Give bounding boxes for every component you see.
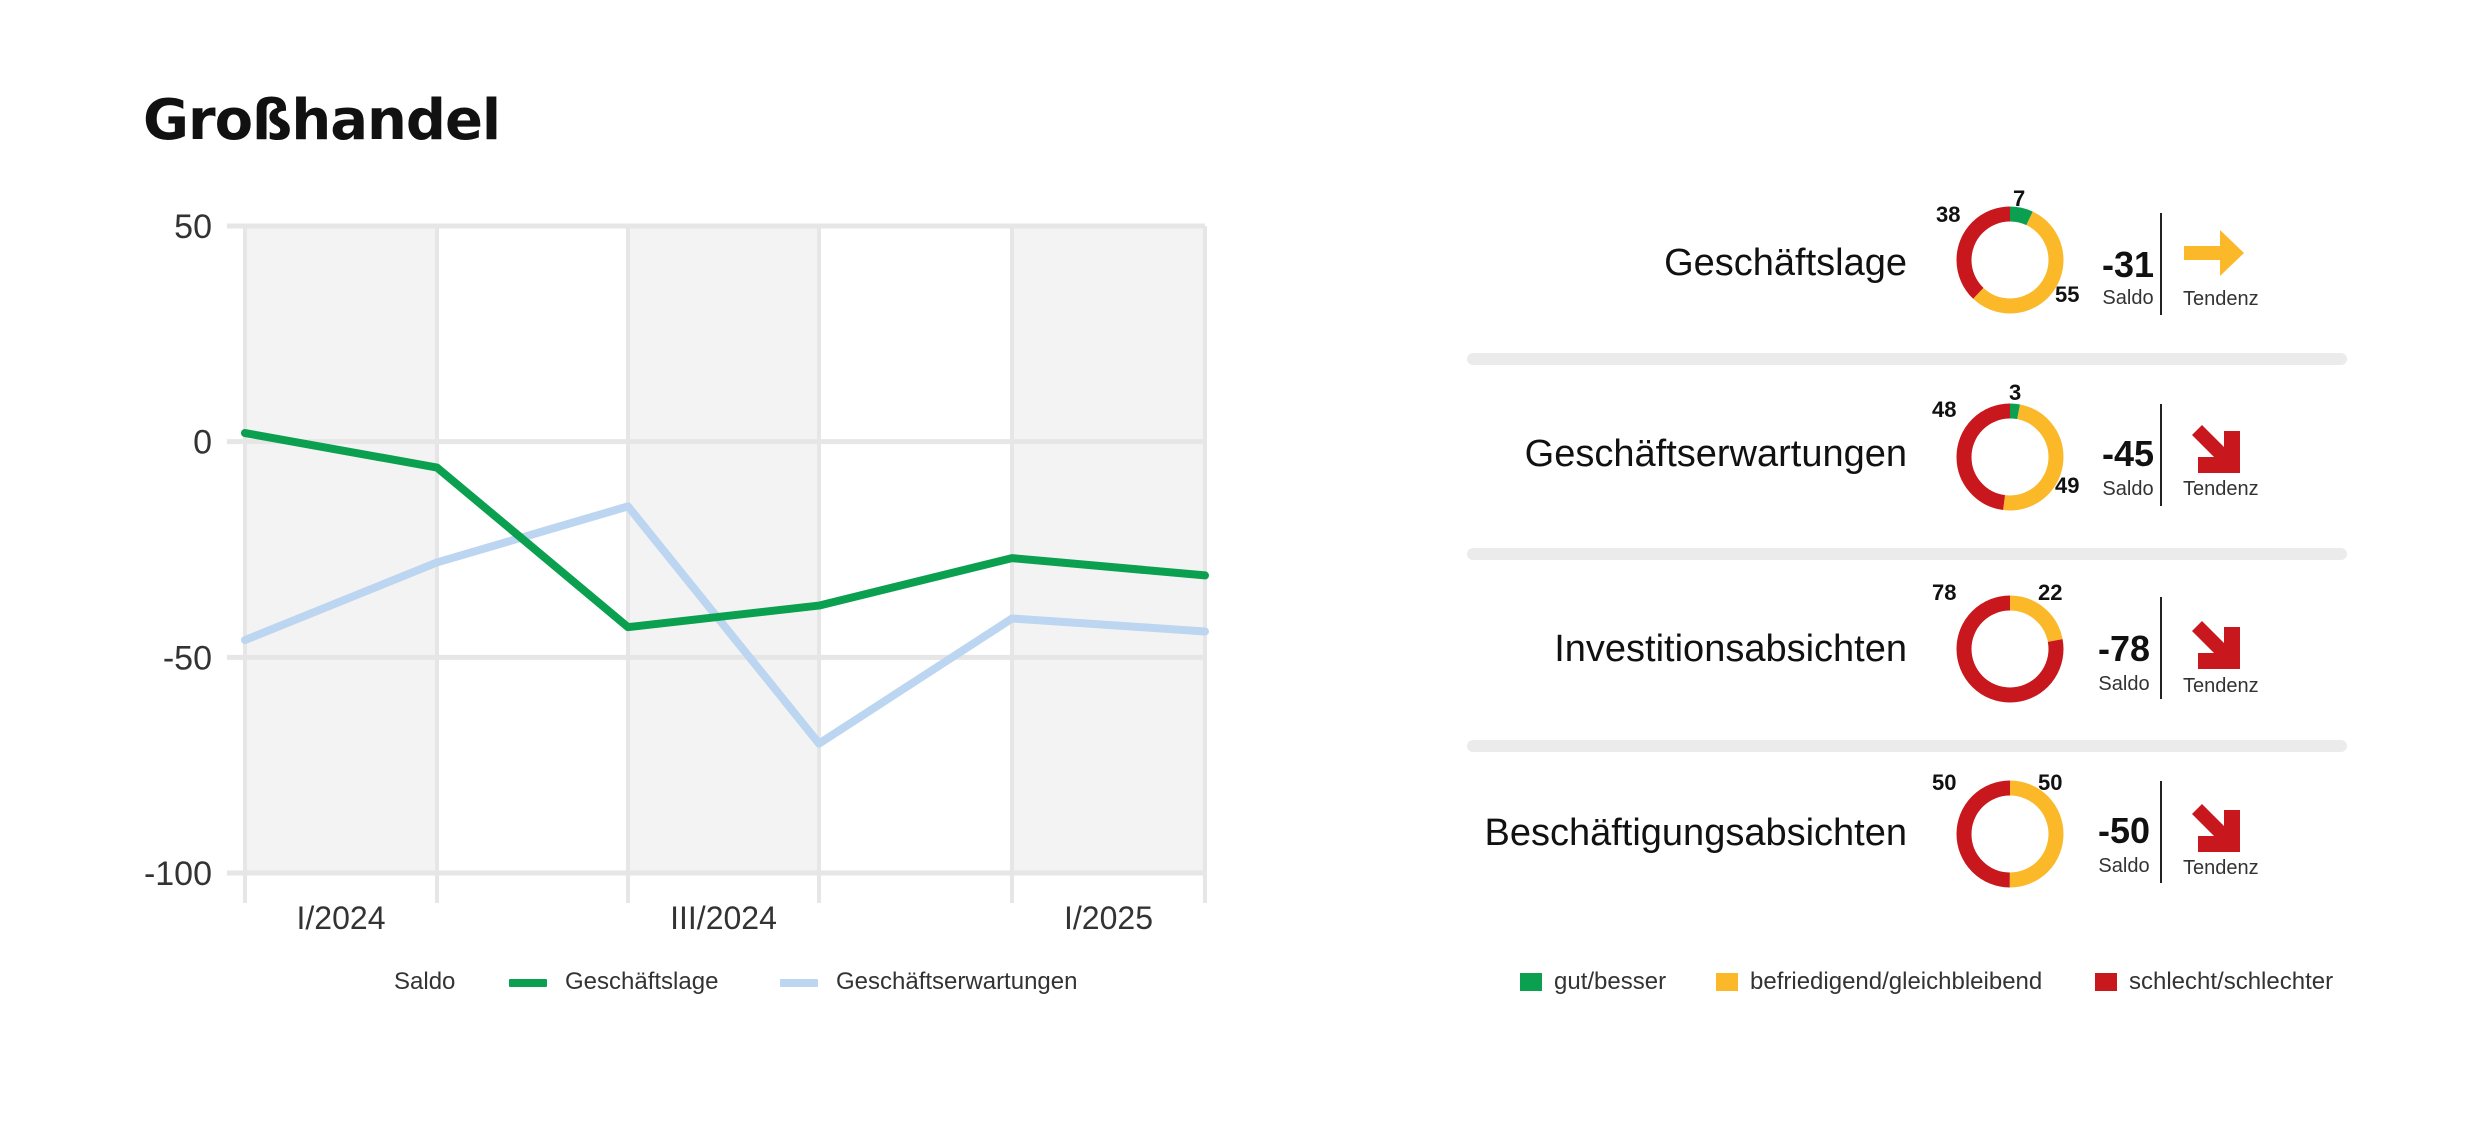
saldo-caption: Saldo <box>2098 673 2150 695</box>
tendenz-caption: Tendenz <box>2183 478 2259 500</box>
donut-segment-bad <box>1956 403 2064 511</box>
legend-prefix: Saldo <box>394 968 456 995</box>
donut-value-neutral: 22 <box>2038 580 2063 605</box>
donut-segment-bad <box>1956 780 2064 888</box>
line-chart: 50 0 -50 -100 I/2024 III/2024 I/2025 <box>144 208 1209 936</box>
donut-value-neutral: 50 <box>2038 770 2063 795</box>
saldo-caption: Saldo <box>2102 287 2154 309</box>
tendenz-down-right-arrow-icon <box>2192 804 2240 852</box>
donut-value-bad: 48 <box>1932 397 1957 422</box>
donut-value-neutral: 55 <box>2055 282 2080 307</box>
donut-chart-beschaeftigungsabsichten <box>1956 780 2064 888</box>
row-separator <box>1467 353 2347 365</box>
donut-legend: gut/besser befriedigend/gleichbleibend s… <box>0 968 2480 998</box>
divider <box>2160 597 2162 699</box>
divider <box>2160 404 2162 506</box>
donut-segment-bad <box>1956 206 2064 314</box>
tendenz-right-arrow-icon <box>2184 230 2244 276</box>
donut-legend-item-neutral: befriedigend/gleichbleibend <box>1716 968 2042 996</box>
donut-chart-geschaeftserwartungen <box>1956 403 2064 511</box>
tendenz-down-right-arrow-icon <box>2192 425 2240 473</box>
saldo-value: -45 <box>2101 433 2155 474</box>
donut-value-neutral: 49 <box>2055 473 2080 498</box>
tendenz-caption: Tendenz <box>2183 857 2259 879</box>
metric-label: Investitionsabsichten <box>1554 628 1907 670</box>
saldo-caption: Saldo <box>2098 855 2150 877</box>
divider <box>2160 781 2162 883</box>
row-separator <box>1467 740 2347 752</box>
donut-segment-bad <box>1956 595 2064 703</box>
x-tick-label: I/2024 <box>297 900 386 936</box>
donut-legend-label-bad: schlecht/schlechter <box>2129 968 2334 995</box>
shaded-column <box>1012 226 1205 873</box>
y-tick-label: 50 <box>174 208 212 246</box>
saldo-caption: Saldo <box>2102 478 2154 500</box>
legend-swatch-geschaeftserwartungen <box>780 978 818 987</box>
row-separator <box>1467 548 2347 560</box>
donut-legend-label-neutral: befriedigend/gleichbleibend <box>1750 968 2043 995</box>
shaded-column <box>245 226 437 873</box>
y-tick-label: -50 <box>163 639 212 677</box>
donut-segment-neutral <box>1956 403 2064 511</box>
donut-legend-swatch-good <box>1520 973 1542 991</box>
series-line-geschäftslage <box>241 429 1209 632</box>
legend-swatch-geschaeftslage <box>509 978 547 987</box>
metric-label: Geschäftslage <box>1664 242 1907 284</box>
tendenz-caption: Tendenz <box>2183 288 2259 310</box>
y-tick-label: -100 <box>144 855 212 893</box>
shaded-column <box>628 226 819 873</box>
series-line-geschäftserwartungen <box>241 502 1209 748</box>
legend-item-geschaeftserwartungen: Geschäftserwartungen <box>780 968 1077 996</box>
legend-item-geschaeftslage: Geschäftslage <box>509 968 718 996</box>
donut-legend-label-good: gut/besser <box>1554 968 1667 995</box>
donut-value-bad: 38 <box>1936 202 1961 227</box>
donut-value-good: 3 <box>2009 380 2022 405</box>
tendenz-caption: Tendenz <box>2183 675 2259 697</box>
donut-legend-swatch-bad <box>2095 973 2117 991</box>
y-tick-label: 0 <box>193 424 212 462</box>
donut-value-bad: 50 <box>1932 770 1957 795</box>
divider <box>2160 213 2162 315</box>
donut-legend-item-bad: schlecht/schlechter <box>2095 968 2333 996</box>
saldo-value: -78 <box>2097 628 2151 669</box>
donut-value-bad: 78 <box>1932 580 1957 605</box>
donut-value-good: 7 <box>2013 186 2026 211</box>
legend-label-geschaeftserwartungen: Geschäftserwartungen <box>836 968 1078 995</box>
x-tick-label: I/2025 <box>1064 900 1153 936</box>
metric-label: Geschäftserwartungen <box>1524 433 1907 475</box>
tendenz-down-right-arrow-icon <box>2192 621 2240 669</box>
donut-legend-swatch-neutral <box>1716 973 1738 991</box>
donut-chart-investitionsabsichten <box>1956 595 2064 703</box>
saldo-value: -31 <box>2101 244 2155 285</box>
saldo-value: -50 <box>2097 810 2151 851</box>
legend-label-geschaeftslage: Geschäftslage <box>565 968 719 995</box>
donut-legend-item-good: gut/besser <box>1520 968 1666 996</box>
page-title: Großhandel <box>143 88 501 153</box>
donut-chart-geschaeftslage <box>1956 206 2064 314</box>
donut-segment-neutral <box>1956 206 2064 314</box>
x-tick-label: III/2024 <box>670 900 777 936</box>
metric-label: Beschäftigungsabsichten <box>1484 812 1907 854</box>
